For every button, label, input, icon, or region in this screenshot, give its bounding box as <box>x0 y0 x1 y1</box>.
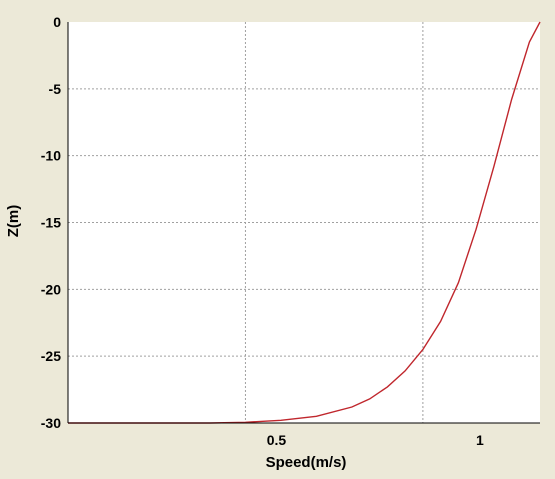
y-axis-title: Z(m) <box>5 205 22 238</box>
x-tick-label-1: 1 <box>476 432 484 448</box>
y-tick-label-6: -30 <box>41 415 61 431</box>
y-tick-label-5: -25 <box>41 348 61 364</box>
grid-lines <box>68 22 540 423</box>
y-tick-label-4: -20 <box>41 281 61 297</box>
y-tick-label-1: -5 <box>49 81 62 97</box>
series-line-0 <box>68 21 541 424</box>
y-tick-label-2: -10 <box>41 148 61 164</box>
y-tick-label-3: -15 <box>41 215 61 231</box>
y-tick-label-0: 0 <box>53 14 61 30</box>
axes <box>67 22 540 424</box>
x-axis-title: Speed(m/s) <box>266 454 347 471</box>
tick-labels: 0 -5 -10 -15 -20 -25 -30 0.5 1 <box>41 14 484 448</box>
series-layer <box>68 21 541 424</box>
x-tick-label-0: 0.5 <box>267 432 287 448</box>
